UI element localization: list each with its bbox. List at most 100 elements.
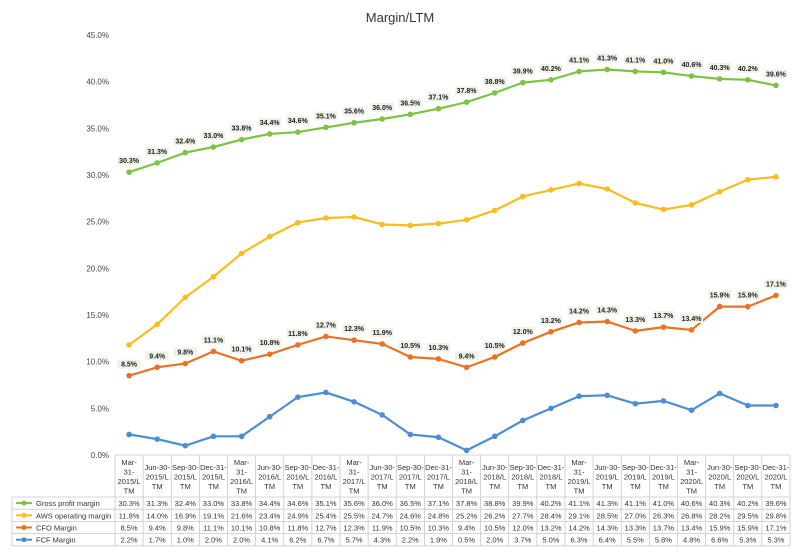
x-tick-label-line: 2019/L xyxy=(568,477,591,486)
y-tick-label: 30.0% xyxy=(86,171,109,180)
x-tick-label-line: 2017/L xyxy=(399,472,422,481)
x-tick-label-line: Mar- xyxy=(459,458,475,467)
x-tick-label-line: TM xyxy=(321,482,332,491)
data-label-bg xyxy=(286,116,310,126)
x-tick-label: Mar-31-2015/L TM xyxy=(118,458,141,496)
x-tick-label-line: Sep-30- xyxy=(284,463,311,472)
data-label-bg xyxy=(230,123,254,133)
data-point xyxy=(604,392,610,399)
x-tick-label: Dec-31-2017/L TM xyxy=(425,463,452,491)
data-point xyxy=(716,189,723,195)
data-point xyxy=(716,390,723,397)
x-tick-label-line: Dec-31- xyxy=(313,463,340,472)
data-label-bg xyxy=(398,98,422,108)
y-tick-label: 5.0% xyxy=(91,404,109,413)
table-cell: 39.9% xyxy=(512,499,534,508)
table-cell: 9.4% xyxy=(458,524,475,533)
table-cell: 29.5% xyxy=(737,511,759,520)
table-cell: 5.3% xyxy=(767,536,784,545)
data-point xyxy=(548,405,554,412)
data-label: 38.8% xyxy=(485,79,506,86)
x-tick-label: Sep-30-2020/L TM xyxy=(734,463,761,491)
table-cell: 35.6% xyxy=(343,499,365,508)
x-tick-label-line: Jun-30- xyxy=(257,463,283,472)
table-cell: 11.1% xyxy=(203,524,224,533)
data-point xyxy=(379,341,385,347)
x-tick-label-line: TM xyxy=(658,482,669,491)
data-point xyxy=(266,351,273,358)
data-point xyxy=(266,131,273,137)
x-tick-label: Mar-31-2020/L TM xyxy=(680,458,703,496)
x-tick-label: Dec-31-2015/L TM xyxy=(200,463,227,491)
data-label-bg xyxy=(117,359,141,369)
data-label: 12.3% xyxy=(344,326,365,333)
x-tick-label-line: 2020/L xyxy=(680,477,703,486)
data-label: 11.1% xyxy=(204,337,224,344)
x-tick-label-line: 2020/L xyxy=(764,472,787,481)
data-label: 41.1% xyxy=(625,57,646,64)
data-point xyxy=(154,364,160,371)
table-cell: 40.3% xyxy=(709,499,731,508)
y-axis: 0.0% 5.0% 10.0% 15.0% 20.0% 25.0% 30.0% 35.0% 40… xyxy=(86,31,109,460)
table-cell: 36.5% xyxy=(400,499,422,508)
x-tick-label: Sep-30-2015/L TM xyxy=(172,463,199,491)
x-tick-label: Jun-30-2020/L TM xyxy=(707,463,733,491)
table-cell: 40.6% xyxy=(681,499,703,508)
table-cell: 34.4% xyxy=(259,499,281,508)
data-label: 41.3% xyxy=(597,56,618,63)
table-cell: 26.2% xyxy=(484,511,506,520)
table-cell: 25.5% xyxy=(343,511,365,520)
x-tick-label: Jun-30-2017/L TM xyxy=(369,463,395,491)
x-tick-label-line: TM xyxy=(489,482,500,491)
table-cell: 8.5% xyxy=(121,524,138,533)
x-tick-label-line: TM xyxy=(714,482,725,491)
x-tick-label-line: TM xyxy=(686,487,697,496)
data-label: 10.5% xyxy=(485,343,506,350)
x-tick-label-line: Dec-31- xyxy=(763,463,790,472)
x-tick-label-line: Sep-30- xyxy=(622,463,649,472)
data-label-bg xyxy=(201,131,225,140)
series-fcf-margin xyxy=(126,389,779,454)
table-row: Gross profit margin 30.3% 31.3% 32.4% 33.0% 3… xyxy=(16,499,787,508)
data-label-bg xyxy=(567,306,591,316)
table-cell: 16.9% xyxy=(175,511,197,520)
series-line xyxy=(128,294,777,377)
x-tick-label-line: TM xyxy=(152,482,163,491)
data-point xyxy=(632,200,639,206)
series-line xyxy=(128,68,777,174)
y-tick-label: 45.0% xyxy=(86,31,109,40)
table-cell: 26.8% xyxy=(681,511,703,520)
data-label-bg xyxy=(145,351,169,361)
data-point xyxy=(463,217,470,223)
data-label-bg xyxy=(736,290,760,300)
data-label-bg xyxy=(483,341,507,350)
table-cell: 14.0% xyxy=(147,511,169,520)
data-label-bg xyxy=(511,327,535,336)
x-tick-label: Mar-31-2019/L TM xyxy=(568,458,591,496)
data-label-bg xyxy=(511,66,535,76)
data-label: 17.1% xyxy=(766,281,787,288)
x-tick-label: Dec-31-2018/L TM xyxy=(538,463,565,491)
data-point xyxy=(491,207,498,214)
data-label-bg xyxy=(623,314,647,324)
data-label: 15.9% xyxy=(738,293,759,300)
x-tick-label-line: 31- xyxy=(574,468,585,477)
table-cell: 3.7% xyxy=(514,536,531,545)
x-tick-label-line: 31- xyxy=(124,468,135,477)
data-label: 10.8% xyxy=(260,340,281,347)
data-label-bg xyxy=(651,56,675,66)
table-cell: 24.9% xyxy=(287,511,309,520)
data-point xyxy=(576,68,582,75)
data-label: 14.2% xyxy=(569,308,590,315)
table-cell: 41.3% xyxy=(597,499,619,508)
data-label-bg xyxy=(173,136,197,146)
table-cell: 17.1% xyxy=(765,524,787,533)
x-tick-label-line: Mar- xyxy=(346,458,362,467)
data-point xyxy=(745,176,751,183)
legend-marker xyxy=(21,537,27,543)
data-point xyxy=(210,273,217,280)
x-tick-label-line: Jun-30- xyxy=(482,463,508,472)
data-label: 40.6% xyxy=(682,62,703,69)
x-tick-label-line: 2016/L xyxy=(258,472,281,481)
x-tick-label: Sep-30-2016/L TM xyxy=(284,463,311,491)
